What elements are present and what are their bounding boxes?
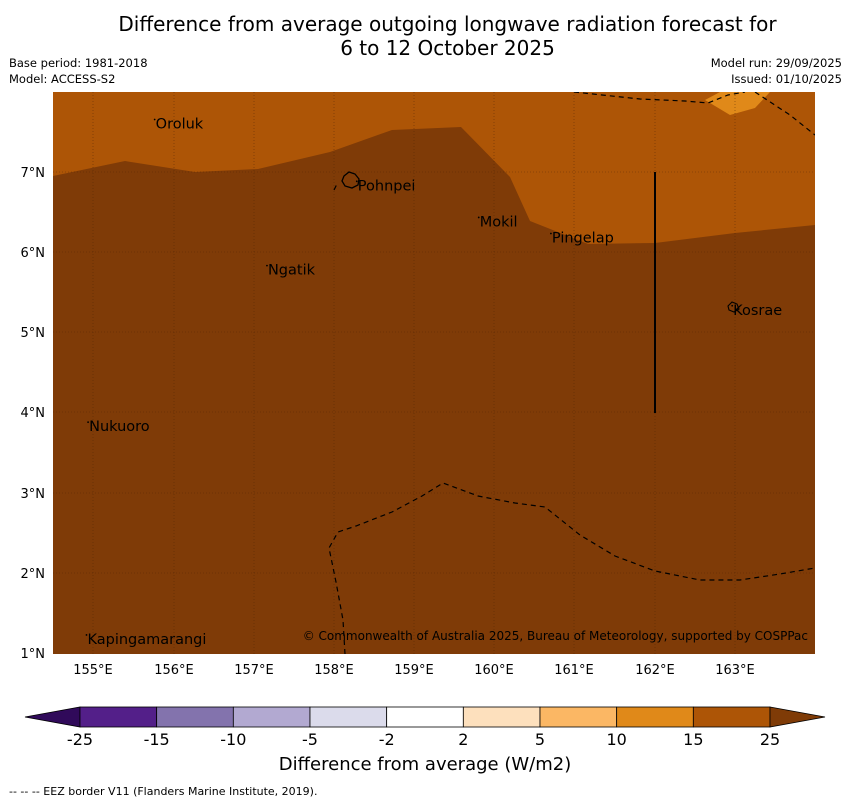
lat-label-7n: 7°N: [21, 166, 46, 181]
base-period: Base period: 1981-2018: [9, 56, 148, 70]
chart-title-line2: 6 to 12 October 2025: [340, 36, 555, 60]
lat-label-6n: 6°N: [21, 246, 46, 261]
model-name: Model: ACCESS-S2: [9, 72, 116, 86]
lat-label-1n: 1°N: [21, 647, 46, 662]
map-plot-area: © Commonwealth of Australia 2025, Bureau…: [53, 92, 815, 654]
lat-label-2n: 2°N: [21, 567, 46, 582]
longitude-labels: 155°E 156°E 157°E 158°E 159°E 160°E 161°…: [73, 663, 755, 678]
eez-border-north: [573, 92, 746, 104]
colorbar-cell: [79, 706, 158, 728]
grid-lines: [53, 92, 815, 654]
lon-label-160e: 160°E: [474, 663, 514, 678]
place-marker: [550, 232, 552, 235]
lon-label-158e: 158°E: [314, 663, 354, 678]
eez-border-northwest: [333, 181, 339, 191]
place-marker: [85, 634, 88, 636]
lon-label-155e: 155°E: [73, 663, 113, 678]
issued-date: Issued: 01/10/2025: [731, 72, 842, 86]
colorbar-tick-label: -15: [144, 730, 170, 749]
lat-label-4n: 4°N: [21, 406, 46, 421]
kosrae-island-outline: [727, 301, 740, 313]
place-marker: [355, 180, 358, 183]
place-labels: Oroluk Pohnpei Mokil Pingelap Ngatik Kosrae Nu…: [85, 117, 782, 648]
colorbar-cell: [309, 706, 388, 728]
lat-label-5n: 5°N: [21, 326, 46, 341]
colorbar-cell: [616, 706, 694, 728]
colorbar-tick-label: 5: [535, 730, 545, 749]
lon-label-163e: 163°E: [715, 663, 755, 678]
place-label-ngatik: Ngatik: [268, 263, 316, 279]
place-marker: [153, 118, 156, 121]
place-label-mokil: Mokil: [480, 214, 518, 230]
colorbar-cells: [79, 706, 771, 728]
colorbar-cell: [386, 706, 464, 728]
latitude-labels: 7°N 6°N 5°N 4°N 3°N 2°N 1°N: [21, 166, 46, 662]
place-label-pohnpei: Pohnpei: [358, 178, 416, 194]
eez-legend-note: -- -- -- EEZ border V11 (Flanders Marine…: [9, 785, 318, 798]
lon-label-156e: 156°E: [154, 663, 194, 678]
colorbar-cell: [462, 706, 541, 728]
eez-border-northeast: [754, 92, 815, 136]
colorbar-tick-labels: -25 -15 -10 -5 -2 2 5 10 15 25: [67, 730, 780, 749]
lon-label-159e: 159°E: [394, 663, 434, 678]
place-label-oroluk: Oroluk: [156, 117, 204, 133]
model-run: Model run: 29/09/2025: [710, 56, 842, 70]
colorbar-tick-label: -10: [220, 730, 246, 749]
pohnpei-island-outline: [341, 171, 360, 189]
colorbar-tick-label: -2: [379, 730, 395, 749]
colorbar-tick-label: 15: [683, 730, 703, 749]
colorbar-over-arrow: [769, 706, 826, 728]
meta-right: Model run: 29/09/2025 Issued: 01/10/2025: [711, 55, 842, 87]
lon-label-157e: 157°E: [234, 663, 274, 678]
place-marker: [87, 421, 89, 424]
colorbar-cell: [692, 706, 771, 728]
colorbar-cell: [539, 706, 618, 728]
colorbar-tick-label: 2: [458, 730, 468, 749]
colorbar-cell: [232, 706, 311, 728]
meta-left: Base period: 1981-2018 Model: ACCESS-S2: [9, 55, 148, 87]
anomaly-over-25-region: [53, 127, 815, 654]
eez-border-south: [328, 482, 815, 654]
colorbar-cell: [156, 706, 234, 728]
colorbar-tick-label: -5: [302, 730, 318, 749]
place-marker: [477, 216, 480, 219]
colorbar-tick-label: 10: [606, 730, 626, 749]
lon-label-161e: 161°E: [554, 663, 594, 678]
eez-borders: [328, 92, 815, 654]
colorbar-tick-label: -25: [67, 730, 93, 749]
colorbar-title: Difference from average (W/m2): [278, 754, 572, 775]
place-label-pingelap: Pingelap: [552, 231, 614, 247]
colorbar: -25 -15 -10 -5 -2 2 5 10 15 25: [24, 706, 826, 749]
place-marker: [266, 264, 268, 267]
place-label-kapingamarangi: Kapingamarangi: [87, 632, 206, 648]
place-marker: [731, 304, 734, 307]
colorbar-under-arrow: [24, 706, 81, 728]
chart-title-line1: Difference from average outgoing longwav…: [118, 12, 777, 36]
lon-label-162e: 162°E: [635, 663, 675, 678]
place-label-kosrae: Kosrae: [733, 303, 782, 319]
colorbar-tick-label: 25: [760, 730, 780, 749]
chart-title: Difference from average outgoing longwav…: [0, 12, 850, 60]
lat-label-3n: 3°N: [21, 487, 46, 502]
copyright-text: © Commonwealth of Australia 2025, Bureau…: [303, 629, 808, 643]
place-label-nukuoro: Nukuoro: [89, 419, 150, 435]
